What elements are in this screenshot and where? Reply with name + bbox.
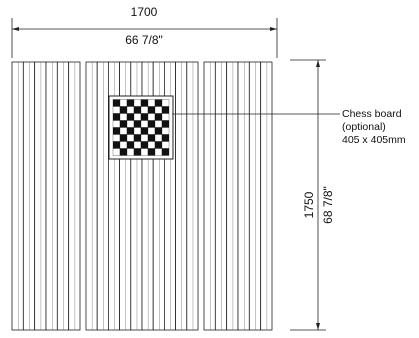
board-square bbox=[126, 141, 135, 149]
board-square bbox=[133, 148, 142, 156]
board-square bbox=[147, 134, 156, 142]
board-square bbox=[126, 134, 135, 142]
board-square bbox=[161, 106, 170, 114]
board-square bbox=[133, 113, 142, 121]
board-square bbox=[126, 99, 135, 107]
board-square bbox=[119, 113, 128, 121]
board-square bbox=[154, 106, 163, 114]
board-square bbox=[133, 134, 142, 142]
board-square bbox=[119, 120, 128, 128]
board-square bbox=[119, 148, 128, 156]
slat bbox=[203, 61, 216, 331]
callout-note: (optional) bbox=[342, 121, 386, 133]
chess-board bbox=[108, 95, 174, 160]
slat bbox=[248, 61, 262, 331]
board-square bbox=[126, 148, 135, 156]
slat bbox=[11, 61, 24, 331]
board-square bbox=[133, 99, 142, 107]
slat bbox=[186, 61, 199, 331]
board-square bbox=[112, 113, 121, 121]
board-square bbox=[133, 127, 142, 135]
board-square bbox=[140, 141, 149, 149]
board-square bbox=[154, 134, 163, 142]
arrow bbox=[316, 60, 320, 67]
callout-title: Chess board bbox=[342, 108, 402, 120]
board-square bbox=[147, 113, 156, 121]
slat bbox=[214, 61, 228, 331]
board-square bbox=[119, 127, 128, 135]
slat bbox=[68, 61, 81, 331]
board-square bbox=[133, 106, 142, 114]
board-square bbox=[140, 134, 149, 142]
board-square bbox=[140, 106, 149, 114]
board-square bbox=[147, 148, 156, 156]
board-square bbox=[161, 99, 170, 107]
length-mm: 1750 bbox=[302, 191, 316, 218]
board-square bbox=[147, 106, 156, 114]
board-square bbox=[112, 141, 121, 149]
slat bbox=[85, 61, 98, 331]
board-square bbox=[154, 127, 163, 135]
board-square bbox=[161, 127, 170, 135]
board-square bbox=[154, 113, 163, 121]
board-square bbox=[154, 120, 163, 128]
board-square bbox=[147, 99, 156, 107]
board-square bbox=[154, 148, 163, 156]
board-square bbox=[112, 99, 121, 107]
board-square bbox=[112, 134, 121, 142]
board-square bbox=[126, 113, 135, 121]
slat bbox=[237, 61, 250, 331]
board-square bbox=[133, 141, 142, 149]
slat bbox=[45, 61, 58, 331]
board-square bbox=[133, 120, 142, 128]
board-square bbox=[140, 127, 149, 135]
board-square bbox=[147, 127, 156, 135]
board-square bbox=[119, 99, 128, 107]
slat bbox=[260, 61, 273, 331]
arrow bbox=[12, 27, 19, 31]
board-square bbox=[112, 120, 121, 128]
board-square bbox=[140, 99, 149, 107]
callout-size: 405 x 405mm bbox=[342, 134, 406, 146]
board-square bbox=[112, 148, 121, 156]
board-square bbox=[161, 148, 170, 156]
length-in: 68 7/8" bbox=[321, 186, 335, 224]
board-square bbox=[119, 106, 128, 114]
slat bbox=[175, 61, 188, 331]
board-square bbox=[161, 120, 170, 128]
board-square bbox=[126, 120, 135, 128]
board-square bbox=[140, 148, 149, 156]
board-square bbox=[161, 113, 170, 121]
width-mm: 1700 bbox=[131, 5, 158, 19]
board-square bbox=[112, 127, 121, 135]
arrow bbox=[270, 27, 277, 31]
slat bbox=[56, 61, 70, 331]
board-square bbox=[154, 141, 163, 149]
slat bbox=[96, 61, 109, 331]
board-square bbox=[140, 120, 149, 128]
board-square bbox=[119, 134, 128, 142]
board-square bbox=[126, 106, 135, 114]
board-square bbox=[140, 113, 149, 121]
board-square bbox=[126, 127, 135, 135]
board-square bbox=[147, 120, 156, 128]
board-square bbox=[147, 141, 156, 149]
slat bbox=[22, 61, 36, 331]
arrow bbox=[316, 323, 320, 330]
board-square bbox=[119, 141, 128, 149]
slat bbox=[226, 61, 239, 331]
board-square bbox=[161, 134, 170, 142]
board-square bbox=[161, 141, 170, 149]
width-in: 66 7/8" bbox=[125, 33, 163, 47]
board-square bbox=[154, 99, 163, 107]
board-square bbox=[112, 106, 121, 114]
panels bbox=[11, 61, 273, 331]
slat bbox=[34, 61, 47, 331]
